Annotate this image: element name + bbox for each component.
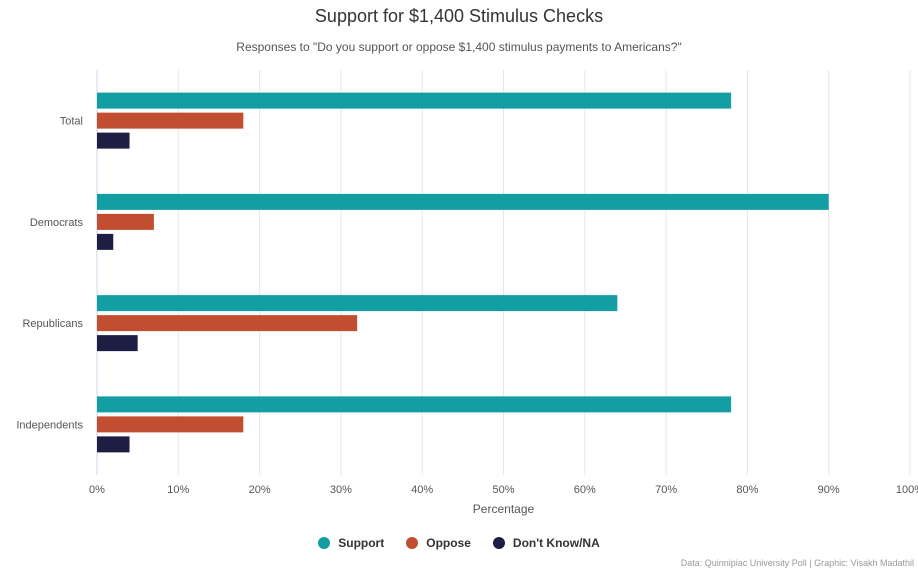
bar: [97, 193, 829, 210]
x-tick-label: 50%: [492, 484, 514, 496]
bar: [97, 315, 358, 332]
legend-marker-support: [318, 537, 331, 549]
chart-subtitle: Responses to "Do you support or oppose $…: [236, 40, 682, 54]
bar: [97, 112, 244, 129]
x-tick-label: 40%: [411, 484, 433, 496]
legend-marker-dont-know: [492, 537, 505, 549]
x-axis-title: Percentage: [473, 502, 535, 516]
x-tick-label: 80%: [736, 484, 758, 496]
bar: [97, 396, 732, 413]
legend-marker-oppose: [406, 537, 419, 549]
legend-label-support: Support: [338, 536, 385, 550]
bar: [97, 416, 244, 433]
legend-label-dont-know: Don't Know/NA: [512, 536, 600, 550]
bar: [97, 335, 138, 352]
bar: [97, 295, 618, 312]
chart-legend: Support Oppose Don't Know/NA: [0, 536, 918, 550]
y-tick-label: Total: [60, 116, 83, 128]
chart-credits[interactable]: Data: Quinnipiac University Poll | Graph…: [680, 558, 914, 568]
legend-item-oppose[interactable]: Oppose: [406, 536, 471, 550]
bar: [97, 233, 114, 250]
x-tick-label: 0%: [89, 484, 105, 496]
legend-label-oppose: Oppose: [426, 536, 471, 550]
y-tick-label: Independents: [16, 419, 83, 431]
chart-title: Support for $1,400 Stimulus Checks: [314, 6, 604, 26]
bar: [97, 92, 732, 109]
y-tick-label: Republicans: [22, 318, 83, 330]
x-tick-label: 20%: [249, 484, 271, 496]
x-tick-label: 30%: [330, 484, 352, 496]
x-tick-label: 60%: [574, 484, 596, 496]
bar: [97, 436, 130, 453]
bar: [97, 213, 154, 230]
x-tick-label: 100%: [896, 484, 918, 496]
bar: [97, 132, 130, 149]
x-tick-label: 70%: [655, 484, 677, 496]
x-tick-label: 10%: [167, 484, 189, 496]
x-tick-label: 90%: [818, 484, 840, 496]
bar-chart-plot: 0% 10% 20% 30% 40% 50% 60% 70% 80% 90% 100% Percent…: [16, 70, 918, 516]
legend-item-dont-know[interactable]: Don't Know/NA: [492, 536, 600, 550]
legend-item-support[interactable]: Support: [318, 536, 384, 550]
y-tick-label: Democrats: [30, 217, 84, 229]
